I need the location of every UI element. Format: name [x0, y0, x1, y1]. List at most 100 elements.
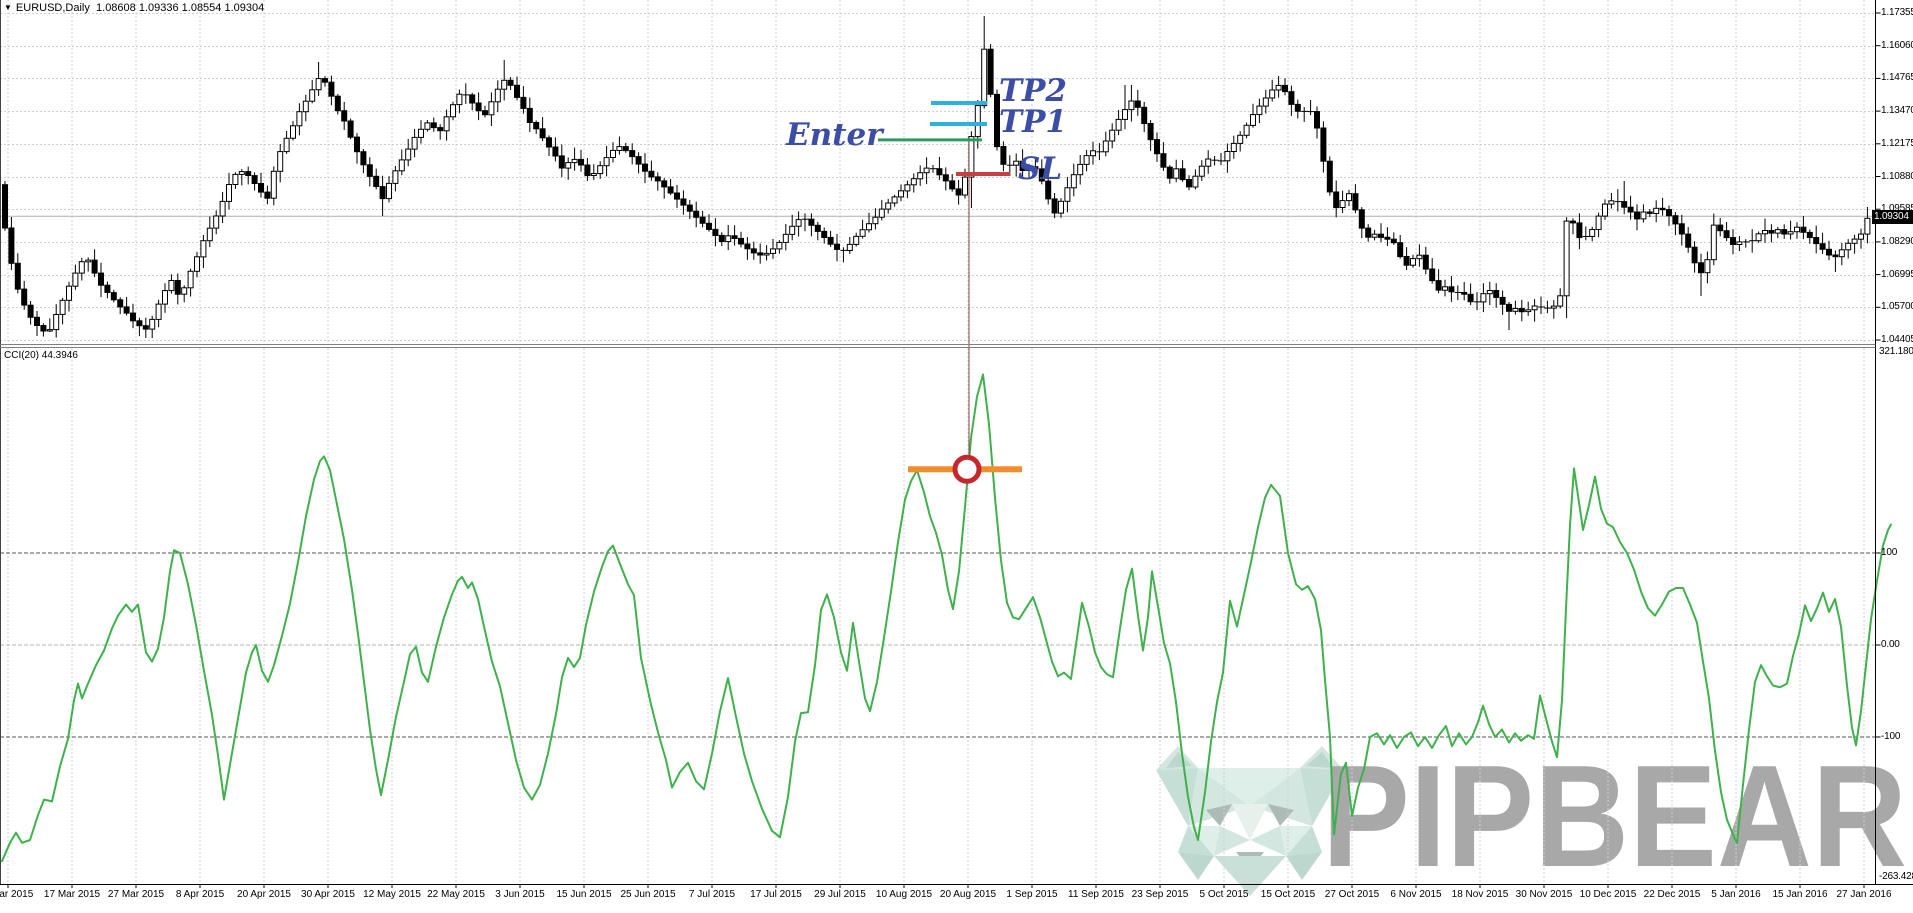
candle-body — [1666, 209, 1672, 217]
candle-body — [213, 215, 220, 229]
candle-body — [1461, 292, 1468, 295]
candle-body — [181, 287, 188, 295]
candle-body — [1410, 258, 1416, 266]
candle-body — [1723, 230, 1730, 239]
candle-body — [738, 237, 744, 245]
candle-body — [501, 79, 508, 90]
candle-body — [1646, 211, 1653, 214]
candle-body — [110, 292, 117, 301]
candle-body — [437, 127, 444, 132]
candle-body — [1608, 200, 1615, 205]
candle-body — [981, 48, 988, 107]
candle-body — [821, 230, 828, 238]
candle-body — [1762, 230, 1768, 235]
candle-body — [878, 208, 885, 218]
candle-body — [1512, 308, 1519, 312]
candle-body — [565, 162, 572, 169]
candle-body — [1397, 242, 1404, 258]
candle-body — [558, 155, 565, 169]
candle-body — [1224, 151, 1231, 162]
candle-body — [72, 272, 79, 287]
candle-body — [1493, 290, 1500, 298]
candle-body — [1717, 224, 1724, 232]
candle-body — [584, 164, 591, 177]
candle-body — [424, 122, 431, 130]
candle-body — [955, 188, 962, 196]
candle-body — [411, 136, 418, 150]
candle-body — [616, 146, 623, 152]
candle-body — [1845, 242, 1852, 251]
candle-body — [1563, 220, 1570, 297]
candle-body — [1173, 168, 1180, 179]
candle-body — [526, 107, 533, 124]
candle-body — [85, 259, 92, 263]
candle-body — [757, 252, 764, 256]
candle-body — [130, 312, 136, 322]
candle-body — [238, 171, 245, 175]
candle-body — [251, 175, 258, 185]
candle-body — [1653, 207, 1660, 215]
candle-body — [1768, 230, 1775, 234]
candle-body — [629, 150, 636, 158]
candle-body — [552, 146, 559, 157]
candle-body — [1371, 233, 1378, 238]
candle-body — [386, 182, 392, 200]
candle-body — [149, 318, 156, 330]
candle-body — [405, 148, 412, 161]
candle-body — [21, 288, 28, 306]
grid — [0, 0, 1876, 884]
candle-body — [1339, 200, 1346, 209]
candle-body — [53, 314, 60, 331]
candle-body — [1179, 168, 1186, 181]
candle-body — [430, 122, 437, 129]
cci-series[interactable] — [1, 373, 1892, 863]
candle-body — [482, 110, 488, 116]
candle-body — [782, 233, 789, 243]
candle-body — [1525, 309, 1532, 313]
candle-body — [1531, 305, 1538, 311]
candle-body — [270, 170, 277, 199]
candle-body — [763, 252, 770, 256]
candle-body — [1589, 229, 1596, 237]
candle-body — [1358, 209, 1365, 229]
candle-body — [1032, 166, 1039, 170]
candle-body — [27, 304, 34, 318]
cci-signal-circle[interactable] — [952, 454, 982, 484]
candle-body — [1083, 155, 1090, 165]
candle-body — [1019, 160, 1026, 171]
candle-body — [1333, 191, 1340, 209]
candle-body — [686, 204, 693, 212]
candle-body — [1480, 293, 1487, 303]
candle-body — [866, 223, 872, 231]
candle-body — [1288, 91, 1295, 105]
candle-body — [1326, 160, 1333, 193]
candle-body — [917, 172, 924, 180]
candle-body — [1026, 166, 1032, 171]
candle-body — [1275, 84, 1282, 91]
candle-body — [1570, 220, 1576, 224]
candle-body — [1704, 259, 1711, 274]
candle-body — [731, 235, 738, 240]
candles[interactable] — [2, 16, 1871, 339]
candle-body — [853, 235, 860, 245]
candle-body — [706, 222, 712, 230]
candle-body — [904, 184, 911, 192]
candle-body — [200, 240, 207, 258]
candle-body — [1058, 200, 1064, 214]
candle-body — [1506, 303, 1512, 312]
candle-body — [398, 159, 405, 172]
candle-body — [309, 89, 316, 102]
candle-body — [1166, 166, 1173, 179]
candle-body — [987, 48, 994, 95]
candle-body — [1800, 226, 1807, 233]
trade-annotations[interactable] — [878, 101, 1022, 484]
candle-body — [603, 157, 610, 167]
candle-body — [34, 316, 40, 326]
candle-body — [1467, 293, 1474, 303]
candle-body — [232, 173, 239, 185]
candle-body — [1448, 286, 1455, 293]
candle-body — [1499, 296, 1506, 305]
candle-body — [1320, 127, 1327, 162]
